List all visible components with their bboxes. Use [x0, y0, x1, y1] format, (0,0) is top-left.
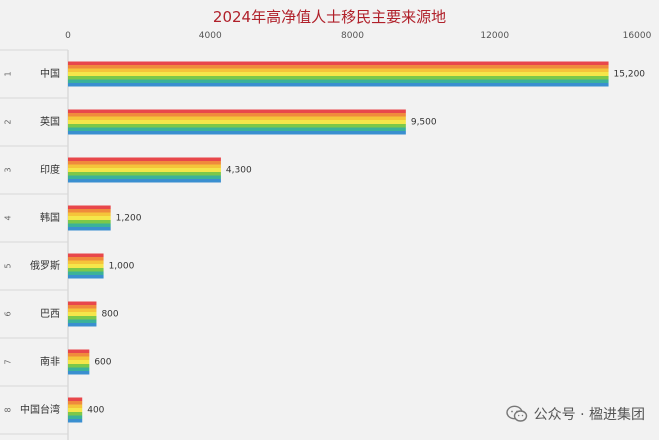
bar	[68, 61, 609, 87]
value-label: 1,000	[109, 262, 135, 272]
bar	[68, 253, 104, 279]
wechat-icon	[505, 405, 527, 422]
bar	[68, 109, 406, 135]
chart-title: 2024年高净值人士移民主要来源地	[212, 8, 447, 26]
bar	[68, 301, 97, 327]
category-label: 英国	[40, 115, 60, 128]
rank-label: 1	[4, 71, 13, 76]
rank-label: 8	[4, 407, 13, 412]
x-tick-label: 4000	[199, 31, 222, 41]
value-label: 9,500	[411, 118, 437, 128]
x-tick-label: 16000	[623, 31, 652, 41]
watermark: 公众号 · 楹进集团	[505, 404, 645, 424]
x-tick-label: 8000	[341, 31, 364, 41]
bar	[68, 157, 221, 183]
value-label: 600	[94, 358, 111, 368]
rank-label: 4	[4, 215, 13, 220]
value-label: 4,300	[226, 166, 252, 176]
category-label: 中国台湾	[20, 403, 60, 416]
row-separators	[0, 49, 68, 435]
category-label: 南非	[40, 355, 60, 368]
bar	[68, 397, 83, 423]
rank-label: 2	[4, 119, 13, 124]
category-label: 俄罗斯	[30, 259, 60, 272]
bar	[68, 349, 90, 375]
bars: 1 中国 15,200 2 英国 9,500 3 印度 4,300 4 韩国 1,200 5 俄罗斯 1,0…	[4, 61, 646, 423]
x-tick-label: 12000	[480, 31, 509, 41]
watermark-text: 公众号 · 楹进集团	[533, 407, 645, 423]
x-tick-label: 0	[65, 31, 71, 41]
category-label: 巴西	[40, 308, 60, 320]
value-label: 800	[101, 310, 118, 320]
value-label: 400	[87, 406, 104, 416]
category-label: 印度	[40, 163, 60, 176]
value-label: 1,200	[116, 214, 142, 224]
value-label: 15,200	[614, 70, 646, 80]
bar	[68, 205, 111, 231]
rank-label: 5	[4, 263, 13, 268]
rank-label: 6	[4, 311, 13, 316]
category-label: 韩国	[40, 211, 60, 224]
rank-label: 7	[4, 359, 13, 364]
x-axis: 0 4000 8000 12000 16000	[65, 31, 652, 440]
rank-label: 3	[4, 167, 13, 172]
category-label: 中国	[40, 67, 60, 80]
